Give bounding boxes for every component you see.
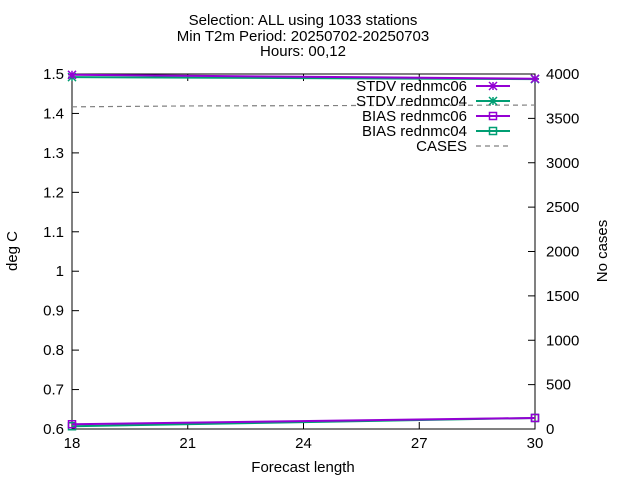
y2-tick-label: 500 — [546, 377, 571, 394]
legend-entry: BIAS rednmc04 — [362, 123, 510, 140]
y2-tick-label: 3000 — [546, 155, 579, 172]
y2-tick-label: 2500 — [546, 199, 579, 216]
x-tick-label: 30 — [527, 435, 544, 452]
data-point — [488, 126, 498, 136]
series-line — [71, 104, 536, 108]
y-tick-label: 1.3 — [43, 145, 64, 162]
legend-label: STDV rednmc06 — [356, 78, 467, 95]
y-tick-label: 0.6 — [43, 421, 64, 438]
y-tick-label: 0.7 — [43, 382, 64, 399]
legend-label: BIAS rednmc06 — [362, 108, 467, 125]
y-tick-label: 1.1 — [43, 224, 64, 241]
y-tick-label: 1.4 — [43, 105, 64, 122]
series-layer — [67, 70, 540, 431]
y-tick-label: 1.5 — [43, 66, 64, 83]
y2-tick-label: 1500 — [546, 288, 579, 305]
data-point — [530, 413, 540, 423]
y2-tick-label: 1000 — [546, 332, 579, 349]
y-tick-label: 1 — [56, 263, 64, 280]
data-point — [67, 420, 77, 429]
y2-tick-label: 0 — [546, 421, 554, 438]
y2-axis-label: No cases — [594, 220, 611, 283]
x-axis-label: Forecast length — [251, 459, 354, 476]
y2-tick-label: 2000 — [546, 244, 579, 261]
series-bias-rednmc06 — [67, 413, 540, 429]
legend-label: STDV rednmc04 — [356, 93, 467, 110]
y-axis-label: deg C — [4, 231, 21, 271]
y-tick-label: 0.8 — [43, 342, 64, 359]
legend-entry: STDV rednmc04 — [356, 93, 510, 110]
data-point — [488, 111, 498, 121]
legend-label: BIAS rednmc04 — [362, 123, 467, 140]
chart-title-line-2: Min T2m Period: 20250702-20250703 — [176, 28, 430, 45]
data-point — [530, 74, 540, 84]
chart-title-line-3: Hours: 00,12 — [260, 43, 346, 60]
series-cases — [71, 104, 536, 108]
series-stdv-rednmc06 — [67, 70, 540, 84]
legend-label: CASES — [416, 138, 467, 155]
chart-title-line-1: Selection: ALL using 1033 stations — [188, 12, 418, 29]
y-tick-label: 1.2 — [43, 184, 64, 201]
x-tick-label: 24 — [295, 435, 312, 452]
x-tick-label: 21 — [179, 435, 196, 452]
axes: 18 21 24 27 30 0.6 0.7 0.8 0.9 1 1.1 1.2 1.3 1.4 1.5 0 5… — [43, 66, 579, 452]
x-tick-label: 27 — [411, 435, 428, 452]
x-tick-label: 18 — [64, 435, 81, 452]
legend-entry: STDV rednmc06 — [356, 78, 510, 95]
legend-entry: CASES — [416, 138, 510, 155]
data-point — [488, 96, 498, 106]
series-line — [71, 416, 536, 426]
series-line — [71, 73, 536, 80]
data-point — [488, 81, 498, 91]
y-tick-label: 0.9 — [43, 303, 64, 320]
data-point — [67, 70, 77, 80]
legend-entry: BIAS rednmc06 — [362, 108, 510, 125]
y2-tick-label: 4000 — [546, 66, 579, 83]
y2-tick-label: 3500 — [546, 110, 579, 127]
